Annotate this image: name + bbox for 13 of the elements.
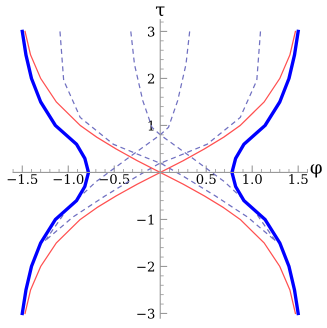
y-tick-label: −3 xyxy=(137,308,154,319)
x-tick-label: 1.5 xyxy=(289,174,308,184)
x-axis-title: φ xyxy=(310,164,322,178)
y-tick-label: −2 xyxy=(137,262,154,272)
x-tick-label: −0.5 xyxy=(100,174,130,184)
x-tick-label: 0.5 xyxy=(196,174,216,184)
y-tick-label: −1 xyxy=(137,214,154,224)
y-axis-title: τ xyxy=(156,6,165,16)
x-tick-label: −1.0 xyxy=(54,174,84,184)
x-tick-label: 1.0 xyxy=(243,174,262,184)
y-tick-label: 3 xyxy=(148,26,154,37)
y-tick-label: 2 xyxy=(148,74,154,84)
x-tick-label: −1.5 xyxy=(8,174,38,184)
